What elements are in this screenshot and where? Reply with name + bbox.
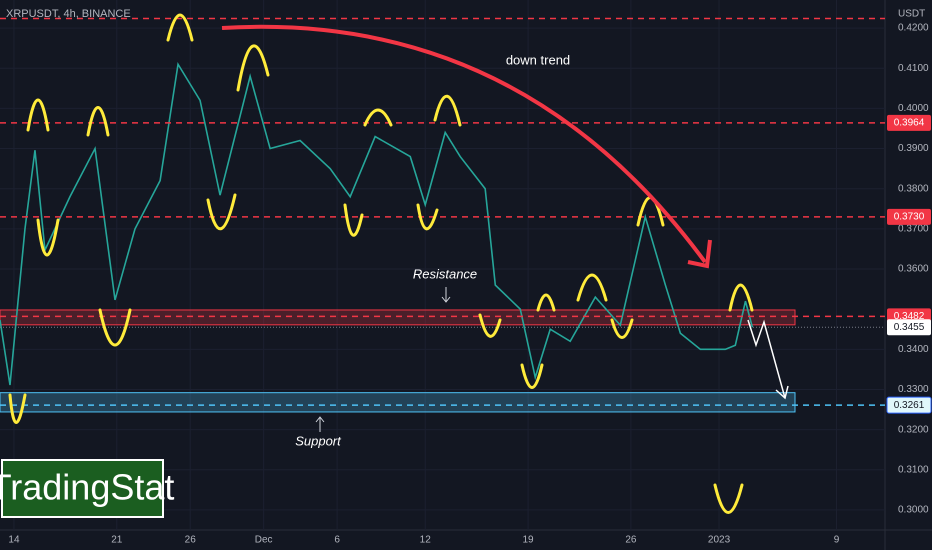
x-tick-label: 9 [834,535,840,546]
zone-label: Support [295,433,342,448]
x-tick-label: 14 [8,535,20,546]
watermark: TradingStat [0,467,174,508]
swing-arc [166,13,194,42]
level-label-box [887,114,931,131]
trend-arrow [221,24,707,264]
y-tick-label: 0.3900 [898,143,929,154]
trend-arrowhead [687,239,712,269]
swing-arc [728,283,754,312]
swing-arc [478,313,502,338]
pointer-arrow [315,416,325,432]
swing-arc [610,318,634,339]
swing-arc [36,218,60,257]
y-axis-label: USDT [898,9,925,20]
current-price-box [887,319,931,336]
y-tick-label: 0.4200 [898,23,929,34]
level-label: 0.3482 [894,311,925,322]
y-tick-label: 0.3800 [898,183,929,194]
swing-arc [98,308,132,347]
zone [0,392,796,413]
swing-arc [86,106,110,137]
projection-arrowhead [775,385,789,400]
y-tick-label: 0.3100 [898,464,929,475]
y-tick-label: 0.4100 [898,63,929,74]
swing-arc [206,193,237,231]
swing-arc [343,203,364,237]
swing-arc [520,363,544,389]
zone [0,309,796,326]
zone-label: Resistance [413,266,477,281]
level-label: 0.3730 [894,211,925,222]
x-tick-label: 12 [420,535,432,546]
watermark-box [1,459,164,518]
x-tick-label: 21 [111,535,123,546]
swing-marks [8,13,754,514]
swing-arc [536,293,556,312]
annotation: down trend [506,52,570,67]
x-tick-label: 26 [625,535,637,546]
pointer-arrow [441,287,451,303]
level-label-box [886,396,932,414]
swing-arc [576,273,608,302]
y-tick-label: 0.3700 [898,224,929,235]
y-tick-label: 0.3200 [898,424,929,435]
y-tick-label: 0.3000 [898,505,929,516]
x-tick-label: 19 [522,535,534,546]
swing-arc [26,98,50,132]
x-tick-label: 2023 [708,535,731,546]
y-tick-label: 0.3400 [898,344,929,355]
swing-arc [713,483,744,514]
y-tick-label: 0.4000 [898,103,929,114]
swing-arc [363,108,393,127]
level-label: 0.3964 [894,118,925,129]
current-price-label: 0.3455 [894,322,925,333]
x-tick-label: 26 [185,535,197,546]
x-tick-label: Dec [255,535,273,546]
level-label-box [887,208,931,225]
price-line [0,61,754,386]
y-tick-label: 0.3300 [898,384,929,395]
swing-arc [236,44,270,92]
swing-arc [433,94,462,127]
chart-title: XRPUSDT, 4h, BINANCE [6,8,131,20]
level-label: 0.3261 [894,400,925,411]
projection-arrow [747,319,786,399]
swing-arc [416,203,439,231]
y-tick-label: 0.3600 [898,264,929,275]
x-tick-label: 6 [334,535,340,546]
swing-arc [8,393,27,424]
